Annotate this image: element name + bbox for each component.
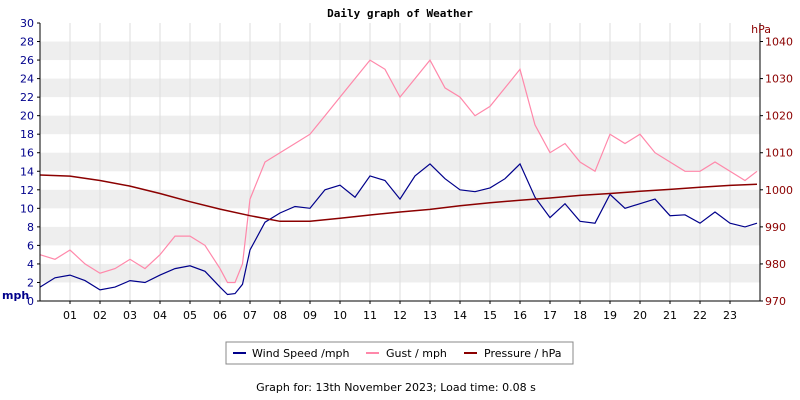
x-tick-label: 04: [153, 309, 167, 322]
right-tick-label: 1020: [765, 110, 793, 123]
x-tick-label: 08: [273, 309, 287, 322]
x-tick-label: 06: [213, 309, 227, 322]
series-line-pressure: [39, 174, 758, 223]
x-tick-label: 01: [63, 309, 77, 322]
right-tick-label: 1000: [765, 184, 793, 197]
left-tick-label: 0: [27, 295, 34, 308]
x-tick-label: 13: [423, 309, 437, 322]
right-tick-label: 980: [765, 258, 786, 271]
x-tick-label: 10: [333, 309, 347, 322]
right-axis-ticks: 970 980 990 1000 1010 1020 1030 1040: [760, 36, 793, 308]
footer-text: Graph for: 13th November 2023; Load time…: [256, 381, 536, 394]
left-tick-label: 20: [20, 110, 34, 123]
left-tick-label: 24: [20, 73, 34, 86]
grid-lines: [69, 23, 731, 301]
right-tick-label: 990: [765, 221, 786, 234]
x-tick-label: 23: [723, 309, 737, 322]
series-line-wind-speed: [39, 162, 758, 296]
left-tick-label: 28: [20, 36, 34, 49]
left-tick-label: 12: [20, 184, 34, 197]
legend-box: [225, 341, 574, 365]
left-tick-label: 4: [27, 258, 34, 271]
left-tick-label: 26: [20, 54, 34, 67]
legend-pressure-label: Pressure / hPa: [484, 347, 562, 360]
left-tick-label: 18: [20, 128, 34, 141]
left-tick-label: 8: [27, 221, 34, 234]
legend: Wind Speed /mph Gust / mph Pressure / hP…: [225, 341, 574, 365]
x-tick-label: 11: [363, 309, 377, 322]
right-tick-label: 1030: [765, 73, 793, 86]
x-tick-label: 03: [123, 309, 137, 322]
right-tick-label: 1010: [765, 147, 793, 160]
x-tick-label: 22: [693, 309, 707, 322]
left-tick-label: 10: [20, 202, 34, 215]
left-tick-label: 16: [20, 147, 34, 160]
series-lines: [39, 59, 758, 296]
x-tick-label: 09: [303, 309, 317, 322]
x-tick-label: 20: [633, 309, 647, 322]
x-tick-label: 19: [603, 309, 617, 322]
x-tick-label: 16: [513, 309, 527, 322]
left-tick-label: 14: [20, 165, 34, 178]
x-tick-label: 17: [543, 309, 557, 322]
x-tick-label: 18: [573, 309, 587, 322]
x-tick-label: 05: [183, 309, 197, 322]
left-axis-unit: mph: [2, 289, 29, 302]
x-tick-label: 02: [93, 309, 107, 322]
x-axis-ticks: 01 02 03 04 05 06 07 08 09 10 11 12 13 14 15 16 17 18 19 20…: [63, 301, 737, 322]
right-tick-label: 1040: [765, 36, 793, 49]
left-tick-label: 22: [20, 91, 34, 104]
left-tick-label: 6: [27, 239, 34, 252]
x-tick-label: 14: [453, 309, 467, 322]
chart-title: Daily graph of Weather: [327, 7, 473, 20]
left-tick-label: 30: [20, 17, 34, 30]
x-tick-label: 07: [243, 309, 257, 322]
x-tick-label: 15: [483, 309, 497, 322]
legend-wind-label: Wind Speed /mph: [252, 347, 350, 360]
x-tick-label: 21: [663, 309, 677, 322]
legend-gust-label: Gust / mph: [386, 347, 447, 360]
x-tick-label: 12: [393, 309, 407, 322]
left-tick-label: 2: [27, 276, 34, 289]
right-axis-unit: hPa: [751, 23, 771, 36]
right-tick-label: 970: [765, 295, 786, 308]
series-line-gust: [39, 59, 758, 284]
